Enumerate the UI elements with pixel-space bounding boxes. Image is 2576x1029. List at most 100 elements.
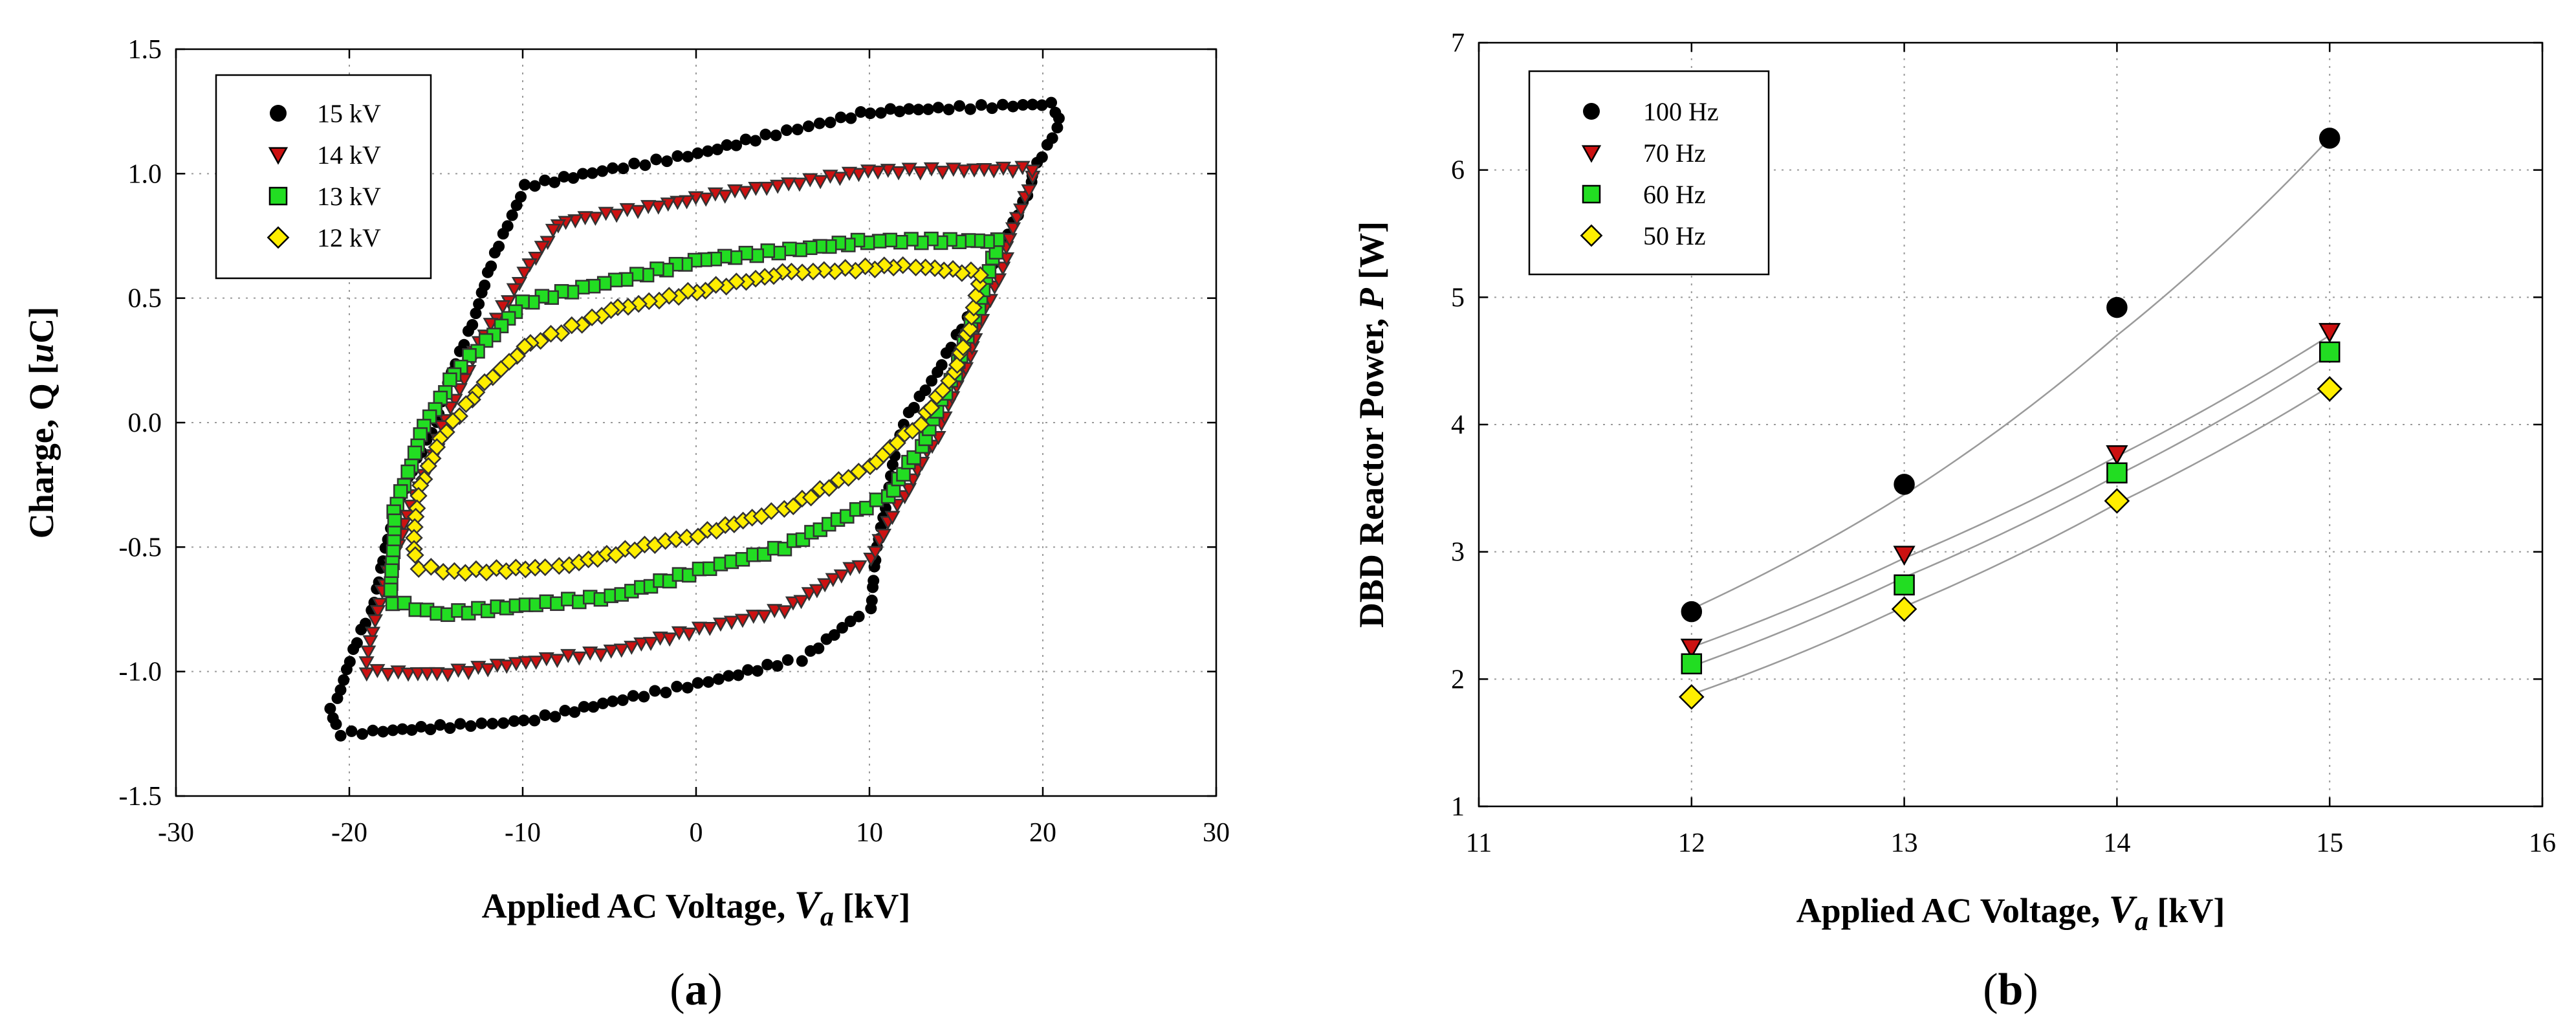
data-point — [495, 300, 511, 315]
data-point — [756, 610, 772, 625]
data-point — [813, 175, 829, 190]
data-point — [886, 459, 899, 471]
data-point — [723, 670, 735, 682]
data-point — [770, 129, 782, 142]
data-point — [734, 614, 751, 628]
data-point — [893, 105, 906, 118]
data-point — [835, 111, 847, 124]
data-point — [445, 562, 464, 581]
data-point — [639, 159, 651, 172]
data-point — [549, 654, 565, 669]
data-point — [598, 206, 614, 221]
data-point — [478, 333, 494, 348]
data-point — [393, 484, 408, 499]
data-point — [434, 719, 446, 731]
data-point — [771, 659, 783, 672]
data-point — [534, 241, 550, 255]
panel-label-a: (a) — [670, 965, 723, 1015]
data-point — [934, 166, 951, 180]
data-point — [986, 102, 998, 115]
data-point — [880, 164, 896, 178]
data-point — [906, 258, 925, 277]
data-point — [692, 677, 704, 689]
data-point — [804, 262, 822, 281]
data-point — [387, 724, 399, 736]
data-point — [586, 167, 598, 179]
data-point — [650, 200, 666, 215]
data-point — [569, 706, 581, 718]
data-point — [473, 298, 485, 310]
data-point — [1021, 184, 1037, 199]
data-point — [824, 116, 836, 129]
data-point — [742, 664, 754, 676]
data-point — [884, 103, 897, 115]
data-point — [440, 668, 456, 683]
data-point — [767, 604, 783, 619]
data-point — [508, 715, 520, 727]
data-point — [560, 648, 576, 663]
series-13-kV — [383, 231, 1005, 623]
data-point — [649, 685, 661, 697]
data-point — [377, 725, 389, 738]
data-point — [506, 283, 522, 298]
data-point — [587, 701, 600, 713]
data-point — [825, 573, 841, 588]
data-point — [730, 139, 743, 151]
data-point — [698, 192, 714, 207]
legend-label: 14 kV — [317, 140, 381, 170]
data-point — [1007, 100, 1019, 113]
legend-label: 13 kV — [317, 182, 381, 211]
data-point — [407, 445, 422, 461]
data-point — [444, 412, 462, 430]
data-point — [400, 464, 415, 480]
data-point — [884, 511, 901, 526]
data-point — [528, 251, 544, 266]
data-point — [619, 203, 635, 217]
data-point — [538, 652, 554, 667]
data-point — [813, 117, 825, 129]
data-point — [711, 143, 723, 155]
data-point — [809, 584, 825, 599]
data-point — [901, 483, 917, 498]
data-point — [945, 162, 961, 177]
data-point — [355, 623, 367, 636]
data-point — [661, 632, 678, 647]
data-point — [761, 658, 774, 670]
data-point — [528, 656, 544, 670]
data-point — [429, 667, 445, 681]
data-point — [691, 621, 708, 636]
data-point — [791, 124, 803, 136]
data-point — [1045, 96, 1058, 109]
data-point — [671, 626, 688, 641]
data-point — [935, 359, 948, 371]
data-point — [541, 325, 560, 343]
data-point — [813, 642, 825, 654]
data-point — [562, 316, 581, 335]
data-point — [457, 395, 475, 414]
x-axis-label: Applied AC Voltage, Va [kV] — [482, 883, 911, 932]
data-point — [497, 717, 510, 729]
data-point — [712, 617, 729, 632]
data-point — [549, 176, 561, 188]
data-point — [1013, 203, 1029, 218]
data-point — [842, 562, 858, 577]
data-point — [578, 701, 590, 713]
data-point — [596, 165, 609, 177]
data-point — [802, 489, 820, 507]
data-point — [356, 728, 369, 740]
data-point — [334, 729, 347, 742]
y-tick-label: 0.0 — [128, 408, 162, 438]
data-point — [462, 325, 474, 337]
data-point — [488, 247, 501, 259]
data-point — [833, 569, 849, 584]
data-point — [671, 150, 684, 162]
data-point — [464, 720, 477, 732]
data-point — [400, 667, 417, 682]
data-point — [624, 641, 640, 655]
data-point — [1036, 151, 1048, 163]
data-point — [1005, 222, 1021, 237]
x-tick-label: -20 — [331, 818, 367, 848]
data-point — [781, 177, 797, 192]
data-point — [613, 643, 629, 658]
